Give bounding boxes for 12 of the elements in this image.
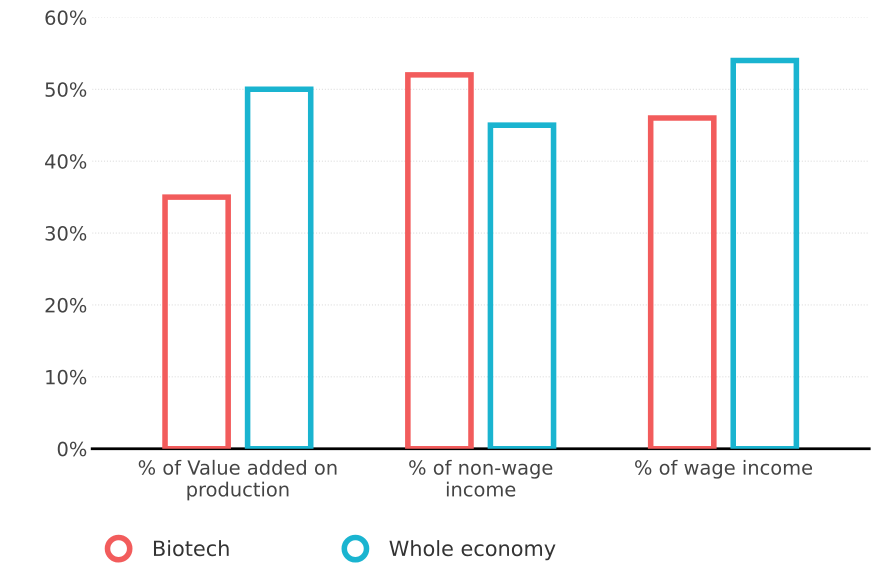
legend-label: Biotech [154,540,229,556]
y-tick-label: 10% [46,370,86,384]
x-tick-label: % of Value added on production [138,460,336,500]
y-tick-label: 30% [46,226,86,241]
legend-label: Whole economy [389,540,556,560]
y-tick-label: 60% [45,10,86,26]
x-tick-label: % of non-wage income [409,460,552,497]
y-tick-label: 50% [46,82,86,97]
y-tick-label: 0% [58,442,86,456]
y-tick-label: 20% [46,298,86,313]
y-tick-label: 40% [45,154,86,169]
x-tick-label: % of wage income [635,460,812,479]
